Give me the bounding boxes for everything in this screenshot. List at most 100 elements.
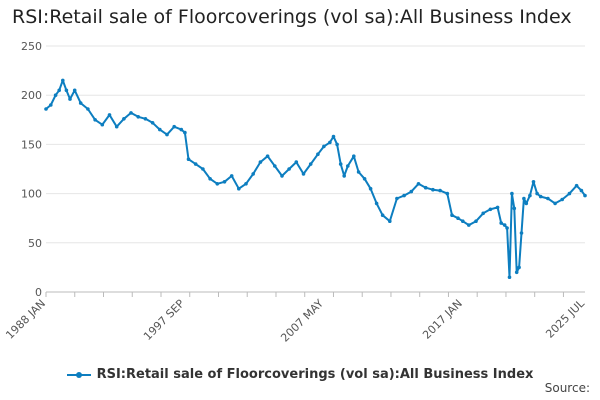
series-line xyxy=(45,79,586,279)
data-point[interactable] xyxy=(510,191,514,196)
data-point[interactable] xyxy=(356,170,361,174)
data-point[interactable] xyxy=(481,211,486,216)
data-point[interactable] xyxy=(273,164,277,168)
data-point[interactable] xyxy=(158,127,162,132)
data-point[interactable] xyxy=(467,223,471,227)
data-point[interactable] xyxy=(445,191,450,196)
data-point[interactable] xyxy=(201,167,205,171)
data-point[interactable] xyxy=(456,216,460,220)
data-point[interactable] xyxy=(352,154,356,158)
data-point[interactable] xyxy=(136,115,140,119)
data-point[interactable] xyxy=(183,130,187,135)
data-point[interactable] xyxy=(450,213,454,217)
data-point[interactable] xyxy=(335,142,339,147)
data-point[interactable] xyxy=(567,191,572,196)
data-point[interactable] xyxy=(495,205,500,210)
data-point[interactable] xyxy=(64,88,69,93)
data-point[interactable] xyxy=(519,231,524,235)
data-point[interactable] xyxy=(423,185,428,190)
data-point[interactable] xyxy=(328,140,332,145)
data-point[interactable] xyxy=(438,188,442,193)
data-point[interactable] xyxy=(244,182,248,186)
data-point[interactable] xyxy=(308,162,313,166)
data-point[interactable] xyxy=(488,207,493,212)
x-tick-label: 1997 SEP xyxy=(141,297,187,343)
data-point[interactable] xyxy=(531,180,536,184)
data-point[interactable] xyxy=(362,177,367,181)
data-point[interactable] xyxy=(416,182,421,186)
data-point[interactable] xyxy=(237,186,241,191)
data-point[interactable] xyxy=(129,111,133,115)
data-point[interactable] xyxy=(507,275,512,280)
data-point[interactable] xyxy=(93,118,97,122)
data-point[interactable] xyxy=(78,101,83,105)
data-point[interactable] xyxy=(57,88,61,93)
data-point[interactable] xyxy=(165,132,169,137)
data-point[interactable] xyxy=(402,193,406,198)
data-point[interactable] xyxy=(68,97,72,101)
data-point[interactable] xyxy=(512,206,517,211)
data-point[interactable] xyxy=(388,219,392,223)
data-point[interactable] xyxy=(114,124,119,129)
data-point[interactable] xyxy=(229,174,234,178)
data-point[interactable] xyxy=(251,172,255,176)
data-point[interactable] xyxy=(514,270,519,275)
data-point[interactable] xyxy=(186,157,191,161)
data-point[interactable] xyxy=(546,196,550,201)
data-point[interactable] xyxy=(294,160,299,164)
data-point[interactable] xyxy=(331,134,336,139)
data-point[interactable] xyxy=(44,107,48,111)
data-point[interactable] xyxy=(172,124,176,129)
data-point[interactable] xyxy=(574,183,579,188)
data-point[interactable] xyxy=(517,265,521,270)
data-point[interactable] xyxy=(301,172,306,176)
data-point[interactable] xyxy=(502,223,507,227)
data-point[interactable] xyxy=(338,162,343,166)
data-point[interactable] xyxy=(179,127,184,132)
data-point[interactable] xyxy=(474,219,478,223)
data-point[interactable] xyxy=(49,103,53,107)
data-point[interactable] xyxy=(560,197,564,202)
data-point[interactable] xyxy=(499,221,504,225)
y-tick-label: 200 xyxy=(21,89,42,102)
data-point[interactable] xyxy=(122,117,126,121)
x-tick-label: 2007 MAY xyxy=(278,297,326,345)
data-point[interactable] xyxy=(461,219,465,223)
data-point[interactable] xyxy=(287,167,291,171)
data-point[interactable] xyxy=(535,191,539,196)
data-point[interactable] xyxy=(538,194,543,199)
data-point[interactable] xyxy=(222,180,227,184)
data-point[interactable] xyxy=(368,186,373,191)
data-point[interactable] xyxy=(258,160,263,164)
data-point[interactable] xyxy=(322,144,326,149)
data-point[interactable] xyxy=(395,196,399,201)
data-point[interactable] xyxy=(409,189,414,194)
data-point[interactable] xyxy=(150,121,155,125)
data-point[interactable] xyxy=(107,113,112,117)
data-point[interactable] xyxy=(380,213,385,217)
data-point[interactable] xyxy=(143,117,148,121)
data-point[interactable] xyxy=(208,177,212,181)
data-point[interactable] xyxy=(193,162,198,166)
data-point[interactable] xyxy=(524,201,529,206)
data-point[interactable] xyxy=(522,196,526,201)
data-point[interactable] xyxy=(505,226,509,230)
data-point[interactable] xyxy=(215,182,220,186)
data-point[interactable] xyxy=(100,122,105,127)
data-point[interactable] xyxy=(61,78,65,83)
data-point[interactable] xyxy=(374,201,379,206)
data-point[interactable] xyxy=(53,93,58,97)
data-point[interactable] xyxy=(553,201,557,206)
data-point[interactable] xyxy=(316,152,320,156)
data-point[interactable] xyxy=(72,88,77,93)
data-point[interactable] xyxy=(528,193,532,198)
data-point[interactable] xyxy=(265,154,270,158)
data-point[interactable] xyxy=(346,164,350,168)
data-point[interactable] xyxy=(86,107,90,111)
data-point[interactable] xyxy=(280,174,284,178)
data-point[interactable] xyxy=(342,174,347,178)
legend[interactable]: RSI:Retail sale of Floorcoverings (vol s… xyxy=(0,364,600,383)
data-point[interactable] xyxy=(583,193,587,198)
data-point[interactable] xyxy=(431,187,435,192)
data-point[interactable] xyxy=(579,188,584,193)
